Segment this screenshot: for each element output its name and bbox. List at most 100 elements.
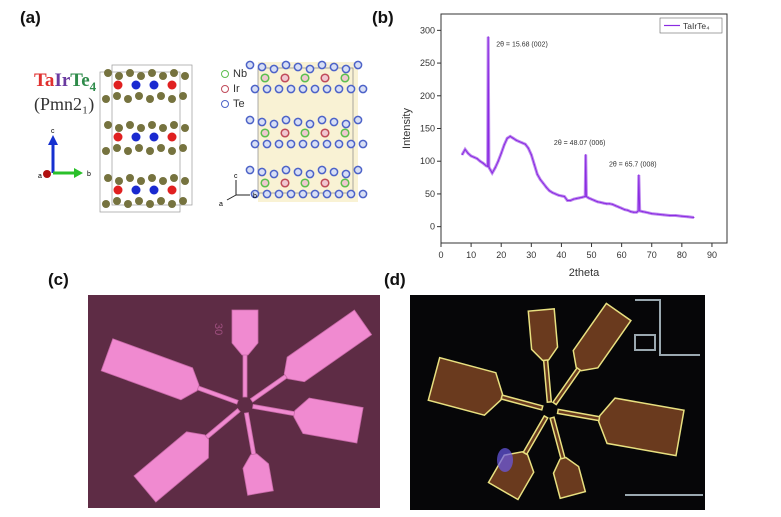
data-point [470,155,472,157]
data-point [518,140,520,143]
te-atom [113,144,121,152]
te-atom [293,117,303,127]
te-atom [124,95,132,103]
te-atom [245,60,255,70]
te-atom [341,119,351,129]
ir-atom [280,73,290,83]
nb-atom [300,178,310,188]
data-point [557,194,560,196]
electrode [556,397,685,457]
nb-atom [340,73,350,83]
electrode-pad [231,309,259,356]
data-point [566,199,569,202]
optical-image-d [410,295,705,510]
nb-atom [340,128,350,138]
te-atom [126,121,134,129]
te-atom [346,139,356,149]
data-point [593,199,596,202]
data-point [669,214,671,217]
plot-frame [440,13,728,244]
data-point [497,160,499,162]
electrode-pad [100,338,200,401]
data-point [515,139,517,141]
te-atom [317,60,327,70]
ta-atom [113,185,123,195]
formula: TaIrTe4 [34,70,96,95]
te-atom [269,169,279,179]
te-atom [274,189,284,199]
te-atom [293,167,303,177]
data-point [500,152,502,154]
axis-b-right: b [253,193,257,200]
electrode [427,356,544,417]
te-atom [353,165,363,175]
peak-annotation: 2θ = 48.07 (006) [554,140,606,147]
te-atom [135,144,143,152]
formula-te: Te [70,70,90,91]
te-atom [126,174,134,182]
legend-nb: Nb [221,68,247,80]
te-atom [281,165,291,175]
te-atom [115,177,123,185]
te-atom [104,174,112,182]
te-atom [157,92,165,100]
te-atom [329,117,339,127]
ir-atom [131,185,141,195]
te-atom [322,139,332,149]
te-atom [334,139,344,149]
te-atom [281,115,291,125]
data-point [542,182,544,185]
te-atom [146,147,154,155]
panel-label-a: (a) [20,8,41,27]
reflection-spot [497,448,513,472]
te-atom [274,84,284,94]
data-point [464,148,466,151]
electrode [551,302,632,406]
data-point [536,173,538,175]
te-atom [159,72,167,80]
ta-atom [167,185,177,195]
data-point [630,210,632,213]
data-point [651,212,653,215]
data-point [473,156,475,158]
data-point [488,165,490,168]
space-group: (Pmn2₁) [34,94,95,114]
electrode-pad [552,456,587,500]
ta-atom [167,132,177,142]
y-tick-label: 200 [420,91,435,101]
electrode-pad [283,309,373,383]
xrd-chart: 0 10 20 30 40 50 60 70 80 90 0 50 100 150 200 250 300 2th… [401,13,728,279]
data-point [681,215,683,217]
electrode [242,412,274,496]
data-point [572,198,575,200]
te-atom [286,84,296,94]
data-point [599,201,602,204]
x-tick-label: 10 [466,250,476,260]
te-atom [135,92,143,100]
data-point [633,211,635,213]
electrode-pad [242,453,274,496]
data-point [637,210,639,212]
te-atom [137,72,145,80]
te-atom [341,64,351,74]
y-tick-label: 100 [420,156,435,166]
alignment-marks [625,299,703,496]
ta-atom [113,132,123,142]
te-atom [250,84,260,94]
electrodes-c [100,309,373,503]
te-atom [179,144,187,152]
electrodes-d [427,302,685,501]
data-point [638,174,640,176]
data-point [509,135,511,137]
te-atom [322,189,332,199]
data-point [539,178,541,181]
data-point [548,190,550,192]
te-atom [317,115,327,125]
te-atom [170,174,178,182]
y-tick-label: 150 [420,124,435,134]
optical-image-c: 30 [88,295,380,508]
nb-atom [300,128,310,138]
data-point [527,147,529,149]
data-point [587,197,590,199]
te-atom [269,64,279,74]
